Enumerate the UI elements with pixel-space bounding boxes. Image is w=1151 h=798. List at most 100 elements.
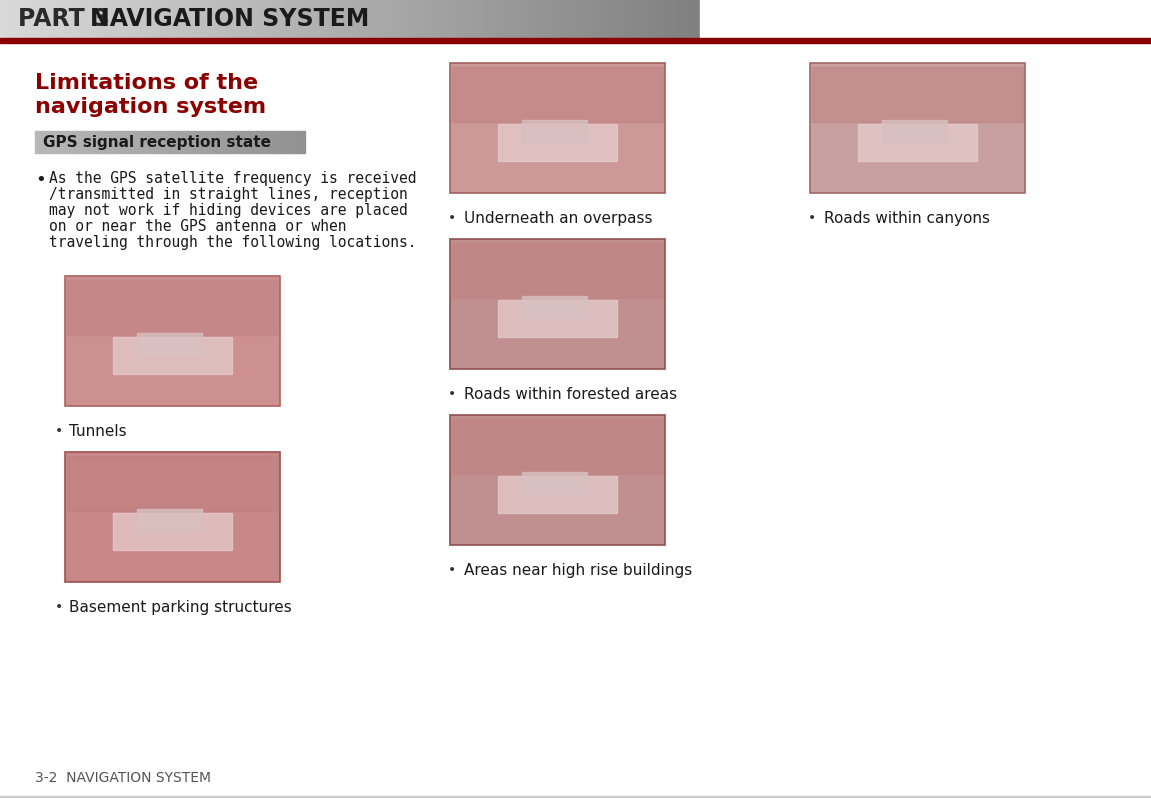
FancyBboxPatch shape: [450, 415, 665, 545]
Bar: [81, 131, 84, 153]
Text: /transmitted in straight lines, reception: /transmitted in straight lines, receptio…: [49, 187, 407, 202]
Bar: [241, 131, 243, 153]
Bar: [119, 0, 125, 38]
Bar: [70, 131, 73, 153]
Text: •: •: [448, 563, 456, 577]
Bar: [498, 300, 617, 337]
Bar: [630, 0, 637, 38]
Bar: [21, 0, 28, 38]
Bar: [552, 0, 561, 38]
Bar: [181, 131, 183, 153]
Bar: [7, 0, 14, 38]
Bar: [665, 0, 672, 38]
Bar: [452, 419, 663, 473]
Bar: [434, 0, 441, 38]
Bar: [78, 131, 81, 153]
Bar: [102, 131, 105, 153]
Bar: [135, 131, 138, 153]
Bar: [259, 131, 261, 153]
Bar: [266, 0, 273, 38]
Text: PART 3: PART 3: [18, 7, 125, 31]
Bar: [287, 0, 294, 38]
Bar: [92, 131, 94, 153]
Bar: [86, 131, 89, 153]
Bar: [100, 131, 102, 153]
Bar: [54, 131, 56, 153]
Bar: [130, 131, 132, 153]
Bar: [134, 0, 140, 38]
Bar: [504, 0, 511, 38]
Bar: [121, 131, 124, 153]
Bar: [119, 131, 121, 153]
Bar: [218, 0, 224, 38]
Bar: [477, 0, 483, 38]
Bar: [413, 0, 420, 38]
Bar: [490, 0, 497, 38]
FancyBboxPatch shape: [64, 276, 280, 406]
Bar: [511, 0, 518, 38]
Bar: [645, 0, 651, 38]
Bar: [67, 456, 279, 511]
Bar: [146, 131, 148, 153]
Bar: [448, 0, 455, 38]
Bar: [859, 124, 977, 160]
Bar: [245, 131, 249, 153]
Bar: [441, 0, 448, 38]
Bar: [581, 0, 588, 38]
Bar: [113, 131, 116, 153]
FancyBboxPatch shape: [450, 239, 665, 369]
Bar: [249, 131, 251, 153]
Text: on or near the GPS antenna or when: on or near the GPS antenna or when: [49, 219, 346, 234]
Bar: [43, 131, 46, 153]
Bar: [672, 0, 679, 38]
Bar: [46, 131, 48, 153]
Bar: [167, 131, 170, 153]
Bar: [221, 131, 224, 153]
Bar: [231, 0, 238, 38]
Bar: [168, 0, 175, 38]
Bar: [170, 131, 173, 153]
Bar: [189, 0, 196, 38]
Bar: [287, 131, 289, 153]
Bar: [28, 0, 35, 38]
Bar: [679, 0, 686, 38]
Bar: [518, 0, 525, 38]
Bar: [588, 0, 595, 38]
Bar: [147, 0, 154, 38]
Bar: [114, 513, 231, 550]
Bar: [14, 0, 21, 38]
Bar: [219, 131, 221, 153]
Bar: [41, 0, 49, 38]
Text: •: •: [808, 211, 816, 225]
Bar: [602, 0, 609, 38]
Bar: [523, 120, 587, 142]
Bar: [243, 131, 245, 153]
Bar: [525, 0, 532, 38]
Bar: [162, 131, 165, 153]
Bar: [265, 131, 267, 153]
Bar: [261, 131, 265, 153]
Bar: [125, 0, 134, 38]
Text: As the GPS satellite frequency is received: As the GPS satellite frequency is receiv…: [49, 171, 417, 186]
Bar: [77, 0, 84, 38]
Bar: [497, 0, 504, 38]
FancyBboxPatch shape: [810, 63, 1026, 193]
Bar: [127, 131, 130, 153]
Bar: [105, 0, 112, 38]
Text: 3-2  NAVIGATION SYSTEM: 3-2 NAVIGATION SYSTEM: [35, 771, 211, 785]
Bar: [238, 0, 245, 38]
Bar: [616, 0, 623, 38]
Text: Basement parking structures: Basement parking structures: [69, 600, 291, 615]
Bar: [253, 131, 257, 153]
Bar: [203, 131, 205, 153]
Bar: [224, 0, 231, 38]
Bar: [651, 0, 658, 38]
Text: navigation system: navigation system: [35, 97, 266, 117]
Bar: [0, 0, 7, 38]
Bar: [200, 131, 203, 153]
Bar: [49, 0, 56, 38]
Bar: [336, 0, 343, 38]
Bar: [273, 0, 280, 38]
Bar: [35, 0, 41, 38]
Bar: [275, 131, 279, 153]
